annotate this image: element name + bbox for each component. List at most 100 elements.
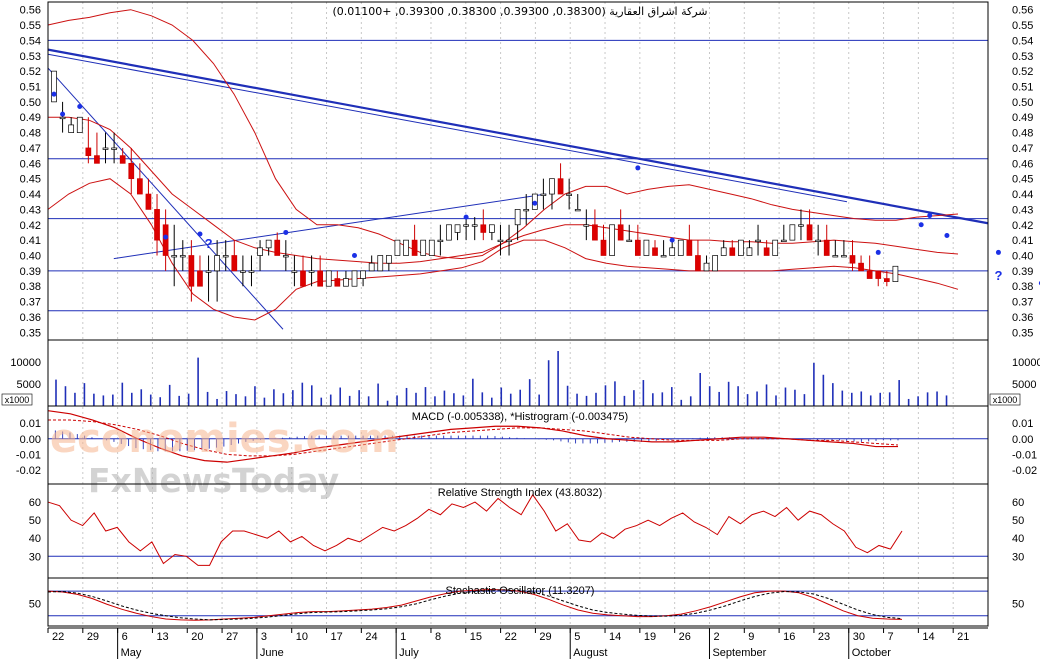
frame-sto [47,577,989,627]
question-marker: ? [994,268,1002,283]
rsi-tick: 40 [1012,533,1024,545]
candle-up [308,270,315,273]
macd-tick: -0.01 [1012,449,1037,461]
candle-up [240,270,246,273]
signal-marker [60,111,66,117]
x-tick-label: 1 [400,631,406,643]
candle-up [489,224,495,233]
candle-up [780,239,787,242]
candle-up [291,270,298,273]
candle-up [746,247,753,256]
volume-bars [55,351,948,406]
rsi-tick: 50 [1012,515,1024,527]
candle-up [703,262,710,272]
x-tick-label: 13 [156,631,168,643]
price-tick: 0.54 [20,35,41,47]
x-tick-label: 27 [226,631,238,643]
candle-up [643,239,650,256]
price-tick: 0.35 [1012,327,1033,339]
stochastic-tick: 50 [1012,598,1024,610]
price-tick: 0.41 [1012,235,1033,247]
x-tick-label: 15 [470,631,482,643]
price-tick: 0.55 [1012,20,1033,32]
candle-up [68,124,75,133]
candle-up [265,239,272,249]
x-tick-label: 7 [888,631,894,643]
candle-up [712,255,718,272]
price-tick: 0.50 [1012,97,1033,109]
stochastic-title: Stochastic Oscillator (11.3207) [446,585,595,597]
rsi-tick: 30 [29,551,41,563]
price-tick: 0.40 [1012,251,1033,263]
x-tick-label: 29 [87,631,99,643]
price-tick: 0.42 [20,220,41,232]
trendline [47,53,848,203]
trendline [47,67,284,330]
price-tick: 0.51 [20,82,41,94]
signal-marker [532,200,538,206]
candle-down [617,224,624,241]
price-tick: 0.42 [1012,220,1033,232]
candle-up [403,239,409,256]
price-tick: 0.50 [20,97,41,109]
x-tick-label: 16 [783,631,795,643]
volume-tick: 10000 [1012,357,1040,369]
stochastic-lines [47,588,988,621]
candle-up [111,147,117,150]
bollinger-middle [48,116,959,264]
macd-tick: -0.02 [1012,465,1037,477]
candle-up [815,239,821,242]
candle-down [119,155,126,164]
candle-down [600,239,607,256]
volume-unit-label: x1000 [5,395,30,405]
signal-marker [875,249,881,255]
price-tick: 0.53 [1012,51,1033,63]
candle-up [497,239,504,242]
watermark-line2: FxNewsToday [88,461,339,500]
price-tick: 0.55 [20,20,41,32]
signal-marker [635,165,641,171]
candle-up [343,278,349,287]
price-tick: 0.49 [20,112,41,124]
trendlines [47,48,989,330]
signal-marker [77,103,83,109]
candle-up [471,224,478,227]
candle-down [317,270,324,287]
candle-up [738,239,744,256]
candle-up [351,270,358,287]
candle-down [763,247,770,256]
rsi-line [47,493,903,566]
month-label: June [260,647,284,659]
candle-up [660,255,667,258]
price-tick: 0.39 [20,266,41,278]
month-label: August [573,647,607,659]
candle-up [540,193,547,196]
trendline [113,193,547,260]
x-tick-label: 22 [505,631,517,643]
price-tick: 0.47 [20,143,41,155]
macd-tick: 0.00 [20,434,41,446]
price-tick: 0.45 [20,174,41,186]
macd-tick: 0.01 [1012,418,1033,430]
x-tick-label: 30 [853,631,865,643]
x-axis: 22 29 6 13 20 27 3 10 17 24 1 8 15 22 29 5 14 19 26 2 9 16 23 3… [47,627,988,659]
x-tick-label: 24 [365,631,377,643]
candle-up [446,224,452,241]
price-tick: 0.44 [1012,189,1033,201]
rsi-title: Relative Strength Index (43.8032) [438,487,603,499]
price-tick: 0.37 [1012,297,1033,309]
macd-lines [47,410,988,463]
candle-up [51,70,57,103]
macd-panel: MACD (-0.005338), *Histrogram (-0.003475… [47,410,988,463]
volume-panel [55,351,948,406]
signal-marker [163,234,169,240]
candle-down [557,178,564,195]
candle-down [94,155,100,164]
candle-down [334,278,341,287]
candle-up [609,224,615,256]
x-tick-label: 22 [52,631,64,643]
price-tick: 0.38 [20,281,41,293]
candle-down [806,224,813,241]
price-tick: 0.38 [1012,281,1033,293]
price-tick: 0.37 [20,297,41,309]
